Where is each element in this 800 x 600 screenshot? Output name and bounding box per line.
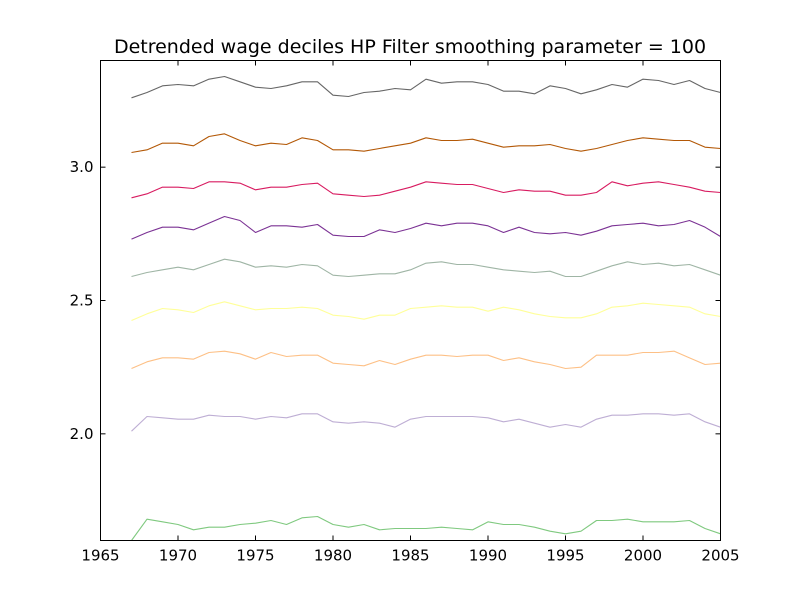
x-tick-label: 1990 xyxy=(469,547,507,565)
series-line-4 xyxy=(131,301,721,322)
series-line-9 xyxy=(131,75,721,99)
x-tick-label: 2005 xyxy=(701,547,739,565)
series-line-8 xyxy=(131,133,721,154)
tick-layer: 1965 1970 1975 1980 1985 1990 1995 2000 2005 2.0 2… xyxy=(70,60,740,565)
x-tick-label: 1980 xyxy=(314,547,352,565)
x-tick-label: 1985 xyxy=(391,547,429,565)
series-line-2 xyxy=(131,413,721,432)
series-line-7 xyxy=(131,181,721,199)
x-tick-label: 1995 xyxy=(546,547,584,565)
chart-title: Detrended wage deciles HP Filter smoothi… xyxy=(114,36,706,58)
series-line-1 xyxy=(131,515,721,541)
x-tick-label: 1965 xyxy=(81,547,119,565)
x-tick-label: 1975 xyxy=(236,547,274,565)
y-tick-label: 3.0 xyxy=(70,158,94,176)
plot-area-frame xyxy=(100,60,721,541)
series-line-6 xyxy=(131,215,721,240)
x-tick-label: 2000 xyxy=(624,547,662,565)
series-line-5 xyxy=(131,258,721,278)
series-layer xyxy=(131,75,721,541)
y-tick-label: 2.5 xyxy=(70,292,94,310)
x-tick-label: 1970 xyxy=(159,547,197,565)
series-line-3 xyxy=(131,350,721,370)
y-tick-label: 2.0 xyxy=(70,425,94,443)
